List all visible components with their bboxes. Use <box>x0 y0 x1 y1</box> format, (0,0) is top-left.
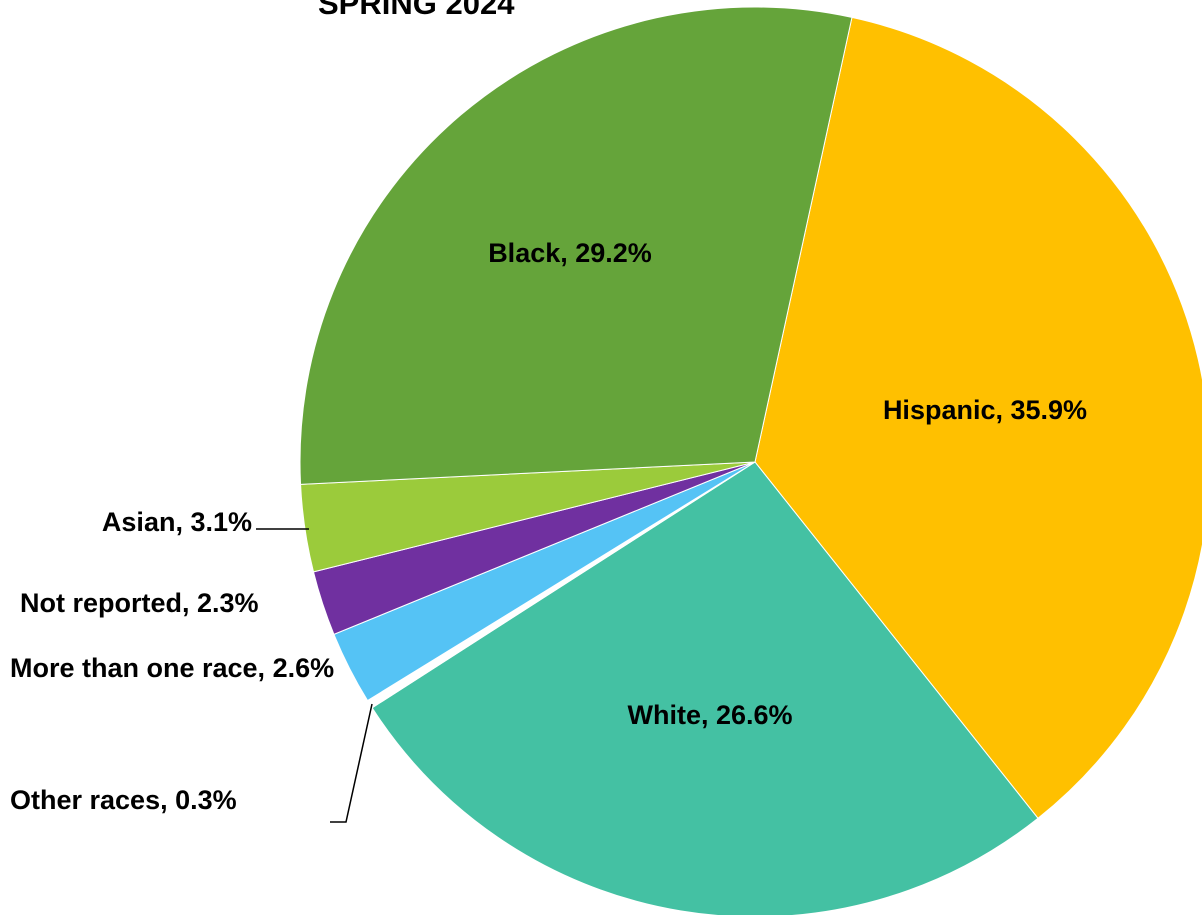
pie-slice <box>299 6 853 485</box>
pie-slice <box>371 461 1039 915</box>
leader-line <box>330 703 373 823</box>
data-label: Asian, 3.1% <box>102 507 252 537</box>
chart-title: SPRING 2024 <box>318 0 515 21</box>
data-label: More than one race, 2.6% <box>10 653 334 683</box>
data-label: Black, 29.2% <box>488 238 652 268</box>
data-label: Other races, 0.3% <box>10 785 237 815</box>
pie-slice <box>754 16 1202 819</box>
data-label: White, 26.6% <box>627 700 792 730</box>
data-label: Not reported, 2.3% <box>20 588 259 618</box>
data-label: Hispanic, 35.9% <box>883 395 1087 425</box>
